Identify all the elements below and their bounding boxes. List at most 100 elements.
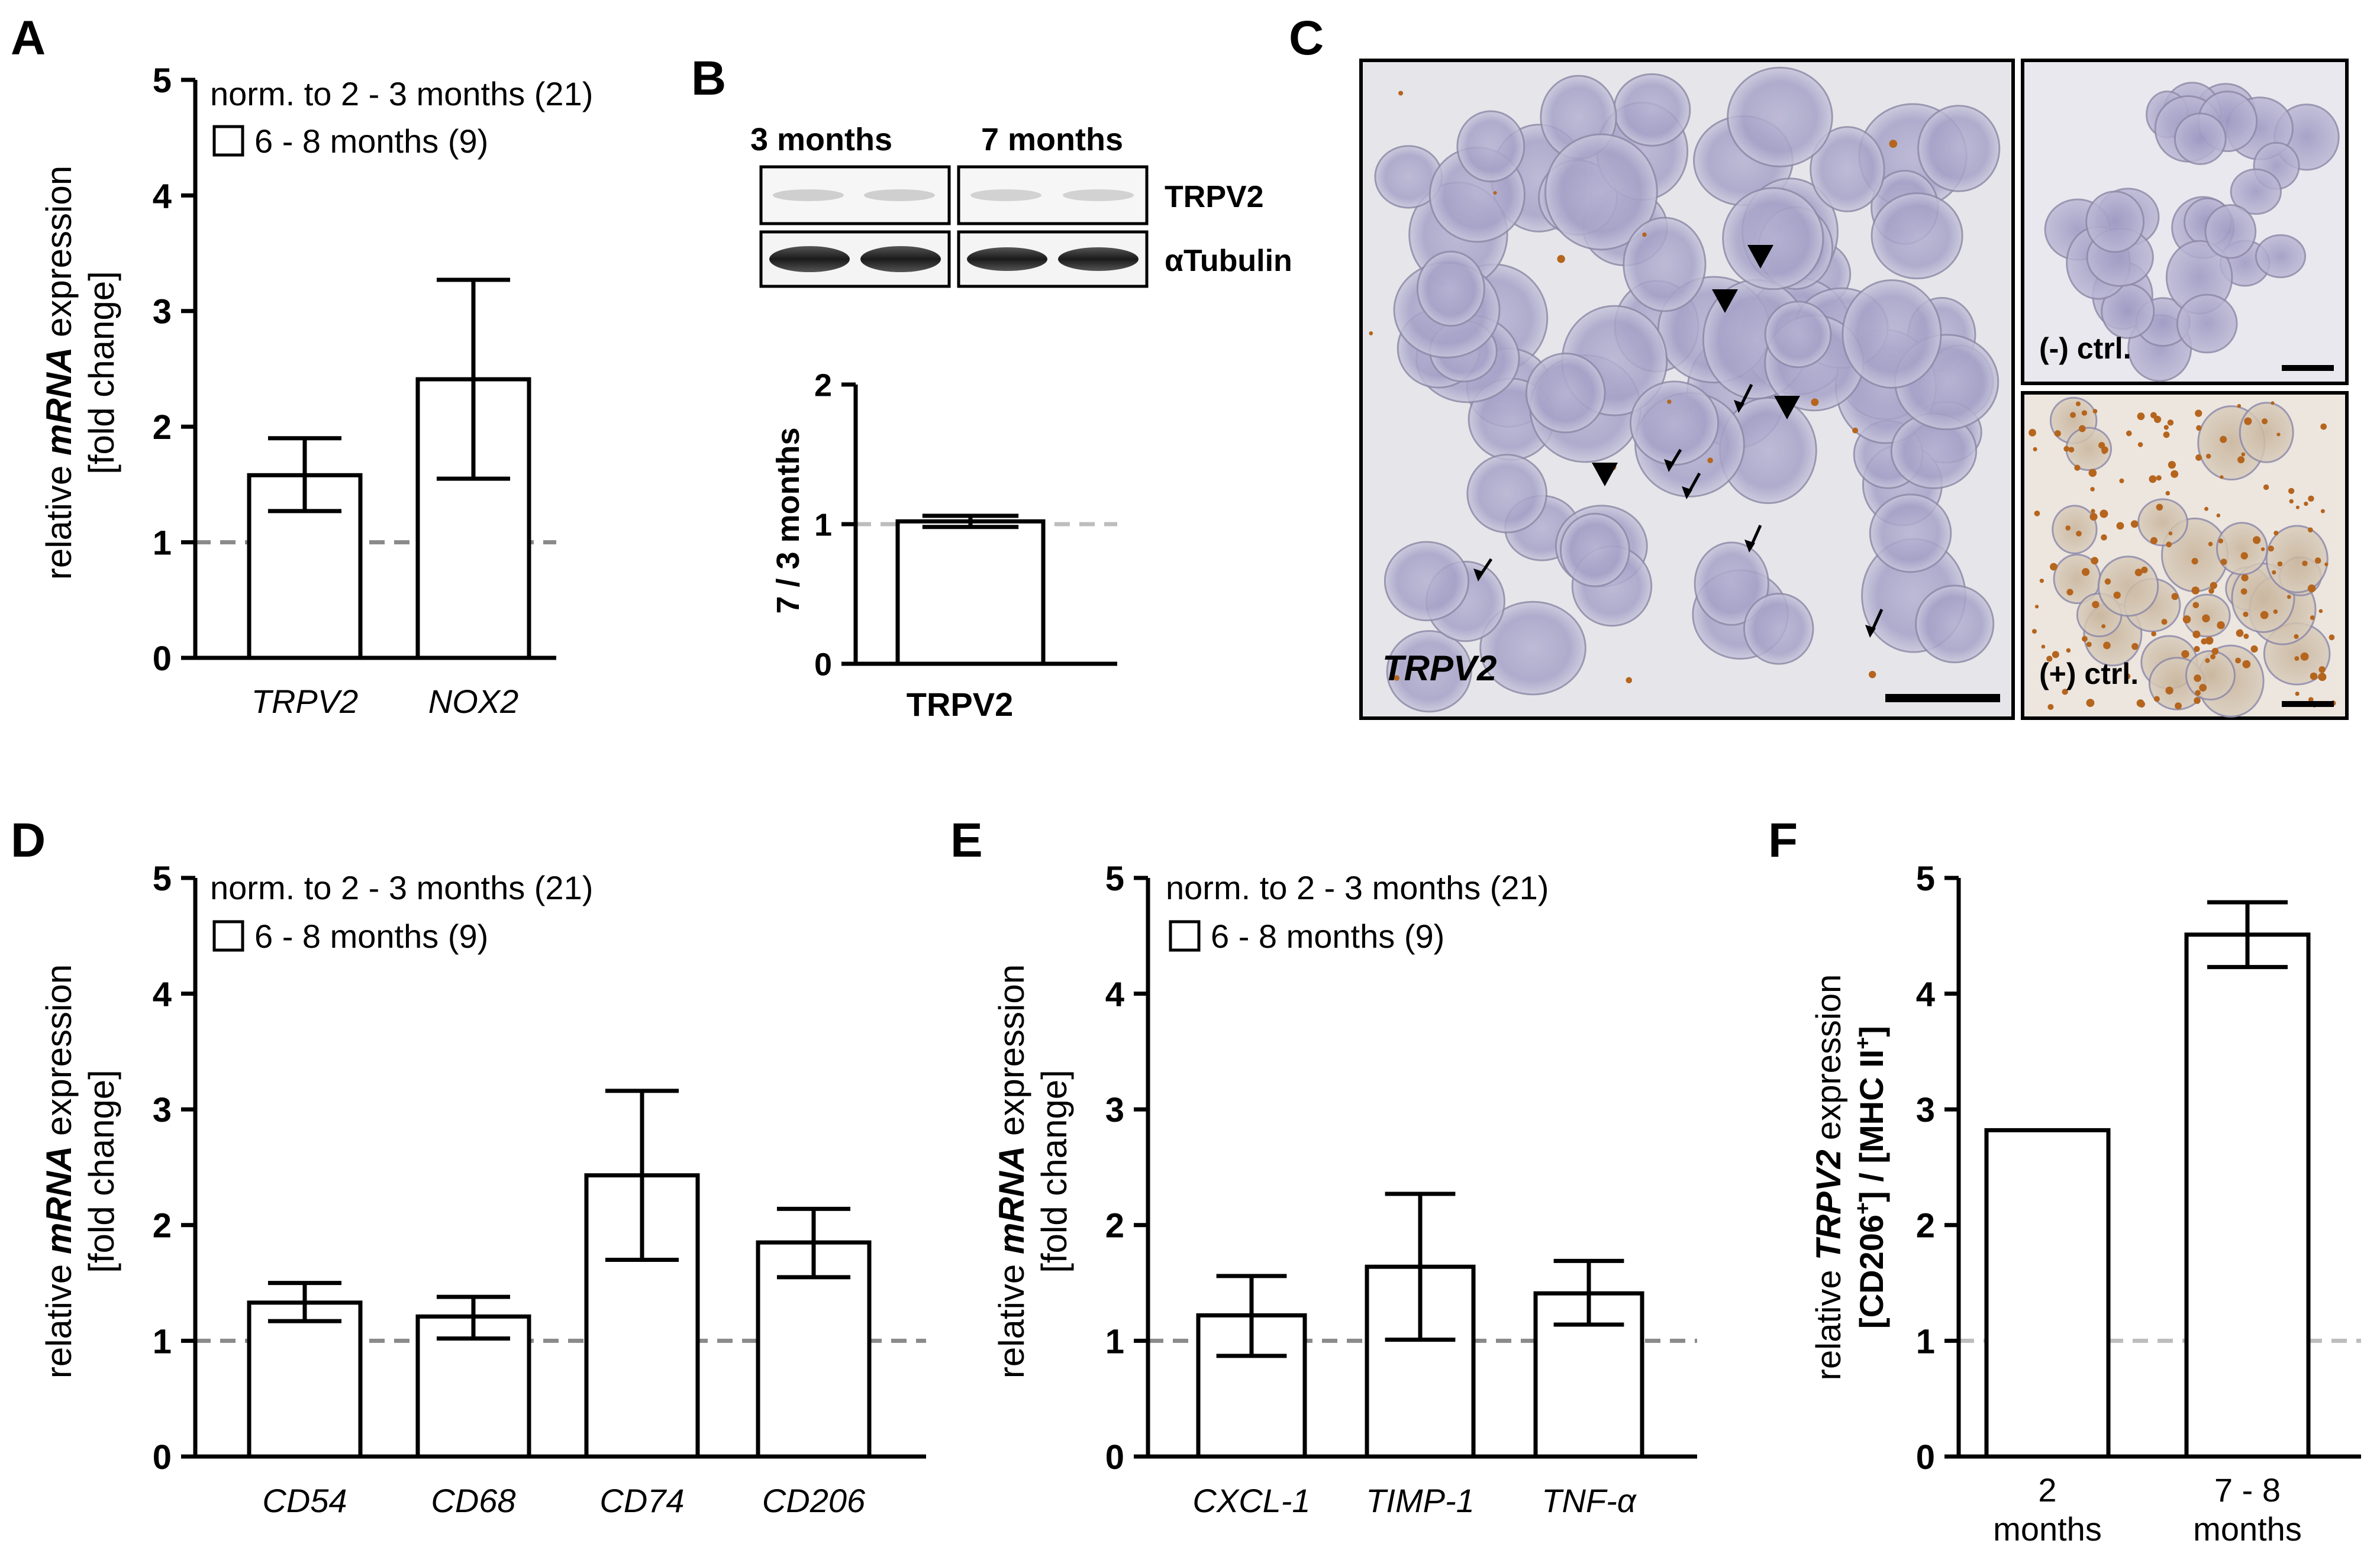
stain-dot xyxy=(2166,541,2172,548)
chart-a: relative mRNA expression [fold change] n… xyxy=(39,62,593,720)
bar-trpv2 xyxy=(895,519,1046,666)
stain-dot xyxy=(2104,578,2111,585)
bar-7-8-months xyxy=(2184,932,2311,1459)
stain-dot xyxy=(2195,690,2201,696)
y-tick-label: 4 xyxy=(1916,975,1935,1013)
stain-dot xyxy=(2195,454,2202,461)
y-tick-label: 3 xyxy=(153,293,172,331)
stain-dot xyxy=(2295,692,2300,696)
cell xyxy=(1479,600,1586,696)
stain-dot xyxy=(2318,609,2323,613)
blot-row-trpv2: TRPV2 xyxy=(1165,180,1264,214)
stain-dot xyxy=(2220,475,2224,479)
stain-dot xyxy=(2182,615,2191,624)
y-tick-label: 1 xyxy=(814,507,832,542)
stain-dot xyxy=(2205,453,2211,459)
stain-dot xyxy=(2304,501,2308,506)
stain-dot xyxy=(2236,629,2244,637)
cell xyxy=(1842,279,1942,389)
y-label-a-post: expression xyxy=(39,166,79,347)
stain-dot xyxy=(2175,702,2182,710)
stain-dot xyxy=(1707,457,1713,464)
arrowhead-marker xyxy=(1747,245,1773,269)
stain-dot xyxy=(2218,538,2224,544)
micrograph-positive-control: (+) ctrl. xyxy=(2021,391,2349,720)
y-label-d-post: expression xyxy=(39,964,79,1146)
x-tick-label: TRPV2 xyxy=(251,683,359,720)
blot-band xyxy=(769,246,850,272)
stain-dot xyxy=(2041,644,2046,649)
y-tick-label: 1 xyxy=(153,1322,172,1361)
panel-label-d: D xyxy=(11,813,46,867)
y-axis-label-e-fold: [fold change] xyxy=(1034,1070,1074,1273)
stain-dot xyxy=(2141,566,2148,574)
y-label-f-sup2: + xyxy=(1850,1037,1875,1050)
cell xyxy=(2255,234,2307,279)
stain-dot xyxy=(2220,558,2227,566)
stain-dot xyxy=(2241,574,2249,582)
stain-dot xyxy=(2314,557,2321,564)
y-label-f-end: ] xyxy=(1853,1026,1890,1037)
stain-dot xyxy=(1557,255,1565,263)
stain-dot xyxy=(2211,648,2219,655)
stain-dot xyxy=(2277,561,2283,567)
stain-dot xyxy=(2307,584,2316,593)
y-label-a-mrna: mRNA xyxy=(39,347,79,456)
stain-dot xyxy=(2052,651,2059,658)
y-tick-label: 2 xyxy=(1105,1207,1124,1245)
stain-dot xyxy=(2168,461,2176,469)
cell-cluster xyxy=(2044,82,2340,382)
cell xyxy=(2052,505,2098,554)
legend-norm-a: norm. to 2 - 3 months (21) xyxy=(210,75,593,112)
arrow-tip xyxy=(1664,459,1675,472)
stain-dot xyxy=(2068,447,2075,453)
x-tick-label: CD68 xyxy=(431,1482,515,1519)
stain-dot xyxy=(2195,409,2202,417)
stain-dot xyxy=(2273,531,2279,536)
y-axis-label-f-ratio: [CD206+] / [MHC II+] xyxy=(1850,1026,1890,1329)
stain-dot xyxy=(2208,541,2213,547)
x-tick-label: CD54 xyxy=(262,1482,347,1519)
y-label-f-post: expression xyxy=(1810,974,1848,1150)
stain-dot xyxy=(2171,470,2179,478)
y-label-f-l2: [CD206 xyxy=(1853,1215,1890,1329)
y-tick-label: 0 xyxy=(1916,1438,1935,1477)
stain-dot xyxy=(2167,419,2174,426)
stain-dot xyxy=(2318,673,2327,682)
blot-band xyxy=(1058,247,1139,271)
cell xyxy=(2239,402,2294,463)
stain-dot xyxy=(2242,660,2251,669)
stain-dot xyxy=(2088,679,2092,683)
legend-group-e: 6 - 8 months (9) xyxy=(1211,918,1444,955)
stain-dot xyxy=(2075,401,2081,406)
y-label-e-pre: relative xyxy=(992,1254,1031,1378)
x-tick-label: CD74 xyxy=(599,1482,684,1519)
stain-dot xyxy=(1369,331,1373,335)
stain-dot xyxy=(2076,531,2082,537)
stain-dot xyxy=(2237,403,2242,408)
blot-band xyxy=(860,246,941,272)
stain-dot xyxy=(2090,487,2095,492)
y-axis-label-a-fold: [fold change] xyxy=(82,271,121,474)
blot-band xyxy=(967,247,1047,271)
stain-dot xyxy=(2294,634,2299,640)
y-tick-label: 1 xyxy=(1916,1322,1935,1361)
stain-dot xyxy=(2276,432,2281,437)
arrow-tip xyxy=(1682,486,1692,499)
arrow-tip xyxy=(1734,400,1744,413)
stain-dot xyxy=(2192,602,2200,609)
stain-dot xyxy=(2101,624,2106,629)
stain-dot xyxy=(2237,456,2245,464)
stain-dot xyxy=(2308,495,2314,502)
cell xyxy=(1525,353,1606,434)
cell xyxy=(1764,301,1832,369)
stain-dot xyxy=(2092,409,2098,414)
arrow-tip xyxy=(1865,625,1876,638)
stain-dot xyxy=(2287,595,2291,599)
stain-dot xyxy=(2329,634,2335,641)
chart-f: relative TRPV2 expression [CD206+] / [MH… xyxy=(1810,860,2361,1548)
panel-label-c: C xyxy=(1289,11,1324,65)
stain-dot xyxy=(2150,537,2158,544)
stain-dot xyxy=(2047,703,2054,710)
